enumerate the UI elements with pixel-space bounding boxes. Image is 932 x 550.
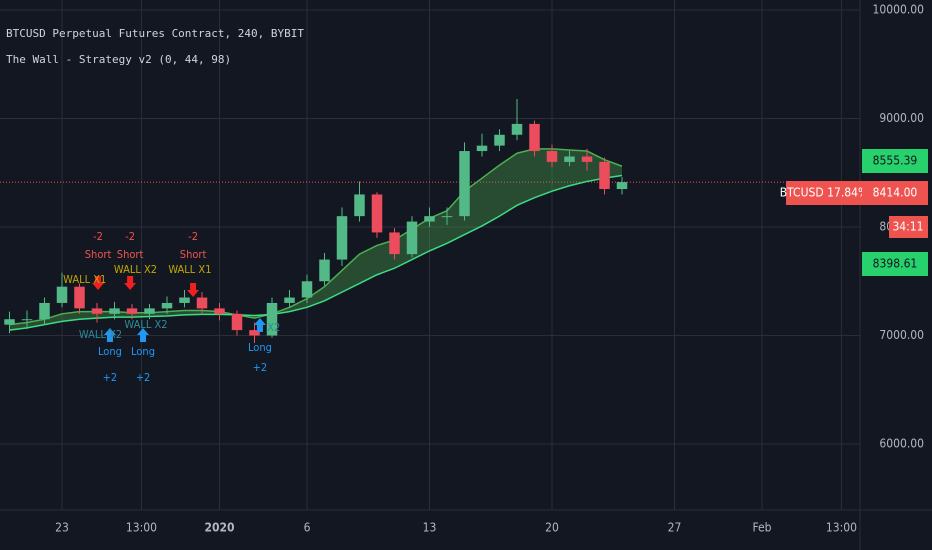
candle-body: [4, 319, 15, 325]
candle-body: [284, 297, 295, 303]
candle-body: [459, 151, 470, 217]
candle-body: [56, 286, 68, 303]
candle-body: [196, 297, 208, 309]
candle-body: [441, 216, 453, 218]
candle-body: [424, 216, 435, 222]
candle-body: [529, 123, 540, 152]
annotation: Short: [117, 248, 144, 261]
candle-body: [494, 134, 505, 146]
candle-body: [109, 308, 120, 314]
x-tick-label: 13: [423, 521, 437, 535]
annotation: -2: [125, 230, 135, 243]
candle-body: [214, 308, 225, 314]
countdown-label: 34:11: [892, 220, 923, 234]
moving-average: [9, 174, 623, 331]
signal-arrow: [92, 275, 105, 290]
price-box: [862, 149, 928, 173]
annotation: X2: [267, 321, 280, 334]
price-label: 8398.61: [873, 257, 918, 271]
candle-body: [319, 259, 330, 282]
annotation: Short: [180, 248, 207, 261]
annotation: -2: [188, 230, 198, 243]
x-tick-label: 13:00: [826, 521, 857, 535]
candle-body: [616, 182, 628, 190]
last-price-label: 8414.00: [873, 186, 918, 200]
x-tick-label: 23: [55, 521, 69, 535]
x-tick-label: 6: [304, 521, 311, 535]
signal-arrow: [137, 327, 150, 342]
annotation: WALL X1: [168, 263, 211, 276]
x-tick-label: 2020: [204, 521, 234, 535]
candle-body: [266, 302, 278, 336]
candle-body: [249, 330, 260, 336]
y-tick-label: 9000.00: [879, 111, 924, 125]
annotation: WALL X2: [79, 328, 122, 341]
countdown-box: [889, 216, 928, 238]
annotation: Long: [131, 345, 155, 358]
annotation: Short: [85, 248, 112, 261]
annotation: WALL X2: [114, 263, 157, 276]
y-tick-label: 6000.00: [879, 437, 924, 451]
annotation: +2: [253, 361, 268, 374]
candle-body: [511, 123, 523, 135]
candle-body: [21, 319, 33, 321]
signal-arrow: [187, 283, 200, 298]
annotation: Long: [248, 341, 272, 354]
symbol-label: BTCUSD 17.84%: [780, 186, 869, 200]
candle-body: [161, 302, 173, 309]
candle-body: [301, 281, 313, 298]
candle-body: [336, 216, 348, 260]
indicator-title: The Wall - Strategy v2 (0, 44, 98): [6, 53, 231, 66]
annotation: Long: [98, 345, 122, 358]
candle-body: [406, 221, 418, 255]
candle-body: [144, 308, 155, 314]
candle-body: [231, 313, 243, 331]
candle-body: [126, 308, 138, 314]
price-box: [862, 181, 928, 205]
candle-body: [599, 161, 610, 190]
candle-body: [389, 232, 400, 255]
annotation: +2: [103, 371, 118, 384]
price-label: 8555.39: [873, 154, 918, 168]
annotation: WALL X2: [124, 318, 167, 331]
x-tick-label: 27: [668, 521, 682, 535]
y-tick-label: 10000.00: [873, 2, 925, 16]
y-tick-label: 7000.00: [879, 328, 924, 342]
candle-body: [371, 194, 383, 233]
price-box: [862, 252, 928, 276]
candle-body: [581, 156, 593, 162]
chart-title: BTCUSD Perpetual Futures Contract, 240, …: [6, 27, 304, 40]
annotation: +2: [136, 371, 151, 384]
x-tick-label: Feb: [752, 521, 771, 535]
annotation: WALL X1: [63, 273, 106, 286]
signal-arrow: [253, 317, 266, 332]
candle-body: [564, 156, 575, 162]
signal-arrow: [124, 275, 137, 290]
candle-body: [179, 297, 190, 303]
candle-body: [74, 286, 85, 309]
candle-body: [91, 308, 103, 314]
candle-body: [39, 302, 50, 320]
candle-body: [476, 145, 488, 152]
candle-body: [546, 151, 558, 162]
symbol-box: [786, 181, 862, 205]
x-tick-label: 13:00: [126, 521, 157, 535]
candle-body: [354, 194, 365, 217]
annotation: -2: [93, 230, 103, 243]
signal-arrow: [103, 327, 116, 342]
x-tick-label: 20: [545, 521, 559, 535]
